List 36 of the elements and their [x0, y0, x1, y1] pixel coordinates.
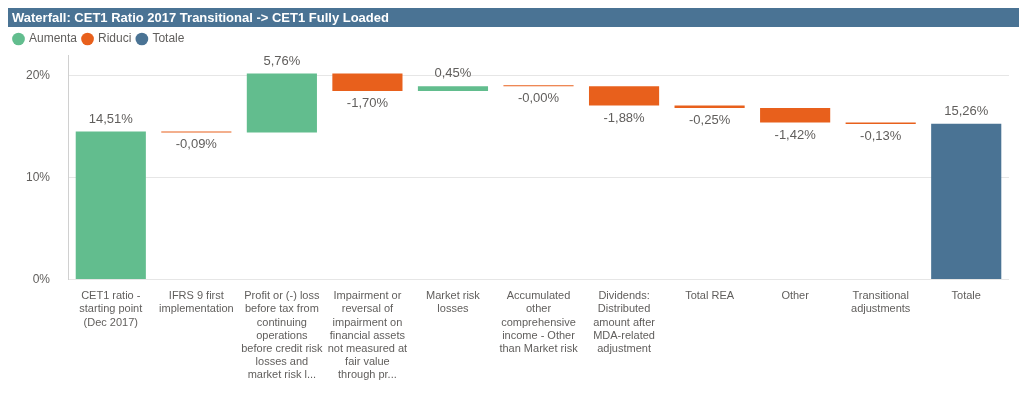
- bar: [931, 123, 1002, 280]
- data-label: -1,42%: [774, 126, 817, 142]
- legend-label: Riduci: [98, 31, 132, 46]
- bar: [760, 108, 831, 123]
- bar: [588, 86, 660, 106]
- legend-label: Aumenta: [29, 31, 78, 46]
- data-label: -0,25%: [688, 112, 731, 128]
- data-label: -1,88%: [603, 109, 646, 125]
- x-tick-label: Accumulated other comprehensive income - Other than Market risk: [499, 289, 579, 355]
- data-label: 5,76%: [263, 52, 301, 68]
- y-tick-label: 20%: [25, 67, 51, 82]
- x-tick-label: Total REA: [685, 289, 735, 302]
- x-tick-label: Dividends: Distributed amount after MDA-related adjustment: [593, 289, 656, 355]
- x-tick-label: Profit or (-) loss before tax from continuing operations before credit risk losses and market risk l...: [241, 289, 324, 381]
- data-label: -1,70%: [346, 95, 389, 111]
- legend-label: Totale: [152, 31, 185, 46]
- data-label: 15,26%: [944, 102, 989, 118]
- x-tick-label: Totale: [951, 289, 981, 302]
- data-label: 0,45%: [434, 65, 472, 81]
- y-tick-label: 10%: [25, 169, 51, 184]
- data-label: 14,51%: [88, 110, 134, 126]
- x-tick-label: Market risk losses: [426, 289, 481, 315]
- data-label: -0,00%: [517, 90, 560, 106]
- chart-title: Waterfall: CET1 Ratio 2017 Transitional -> CET1 Fully Loaded: [8, 8, 1019, 27]
- data-label: -0,13%: [860, 127, 902, 143]
- bar: [75, 131, 146, 280]
- data-label: -0,09%: [175, 136, 218, 152]
- x-tick-label: Other: [781, 289, 810, 302]
- x-tick-label: CET1 ratio - starting point (Dec 2017): [79, 289, 143, 328]
- x-tick-label: Impairment or reversal of impairment on financial assets not measured at fair value through pr...: [327, 289, 408, 381]
- bar: [246, 73, 317, 133]
- y-tick-label: 0%: [32, 271, 51, 286]
- x-tick-label: Transitional adjustments: [851, 289, 911, 315]
- x-tick-label: IFRS 9 first implementation: [159, 289, 234, 315]
- bar: [417, 86, 489, 91]
- bar: [332, 73, 403, 91]
